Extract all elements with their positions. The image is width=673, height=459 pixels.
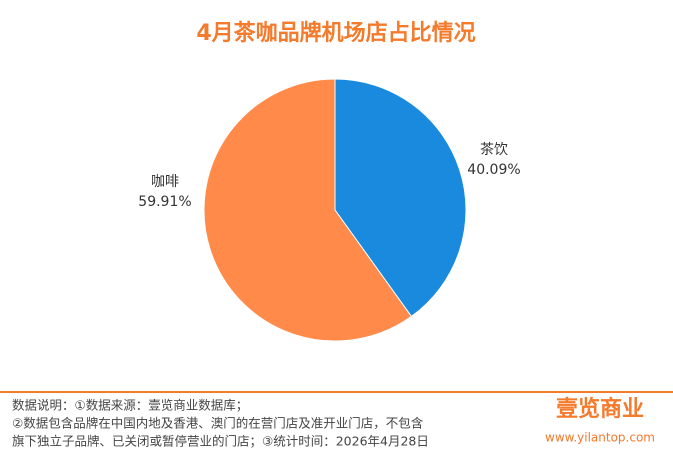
value-label: 59.91% [138, 194, 191, 210]
logo: 壹览商业 [556, 396, 644, 422]
footer-note: ②数据包含品牌在中国内地及香港、澳门的在营门店及准开业门店，不包含 [12, 416, 424, 431]
pie-slice [203, 78, 413, 342]
footer-note: 数据说明：①数据来源：壹览商业数据库； [12, 398, 248, 413]
pie-slice [334, 78, 467, 318]
slice-label: 咖啡 [151, 174, 179, 190]
value-label: 40.09% [467, 162, 520, 178]
url: www.yilantop.com [545, 431, 655, 445]
chart-title: 4月茶咖品牌机场店占比情况 [196, 20, 475, 46]
footer-note: 旗下独立子品牌、已关闭或暂停营业的门店；③统计时间：2026年4月28日 [12, 434, 429, 449]
slice-label: 茶饮 [480, 142, 508, 158]
